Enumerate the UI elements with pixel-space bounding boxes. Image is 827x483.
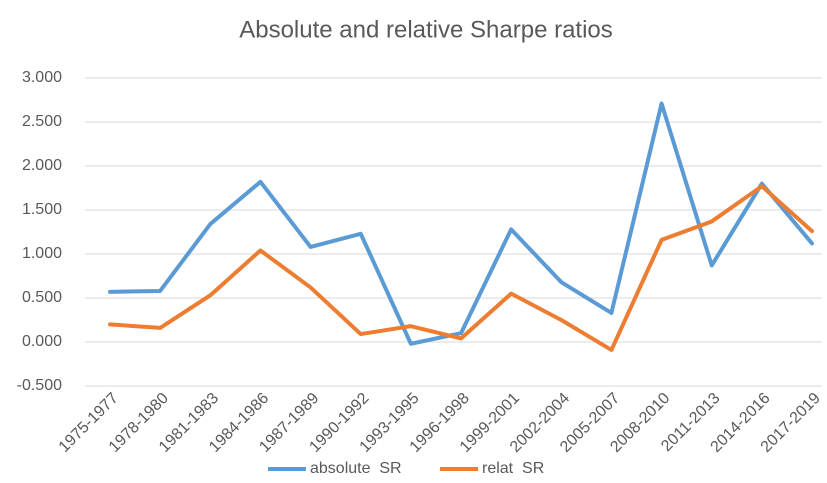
y-tick-label: 0.500 (22, 289, 62, 306)
line-series (108, 101, 814, 346)
chart-title: Absolute and relative Sharpe ratios (239, 16, 613, 43)
legend-label: relat SR (482, 460, 544, 477)
y-tick-label: 0.000 (22, 333, 62, 350)
line-series (108, 184, 814, 352)
y-tick-label: 3.000 (22, 69, 62, 86)
legend-label: absolute SR (310, 460, 402, 477)
y-tick-label: 2.000 (22, 157, 62, 174)
y-tick-label: 2.500 (22, 113, 62, 130)
y-tick-label: -0.500 (17, 377, 62, 394)
y-tick-label: 1.000 (22, 245, 62, 262)
y-tick-label: 1.500 (22, 201, 62, 218)
